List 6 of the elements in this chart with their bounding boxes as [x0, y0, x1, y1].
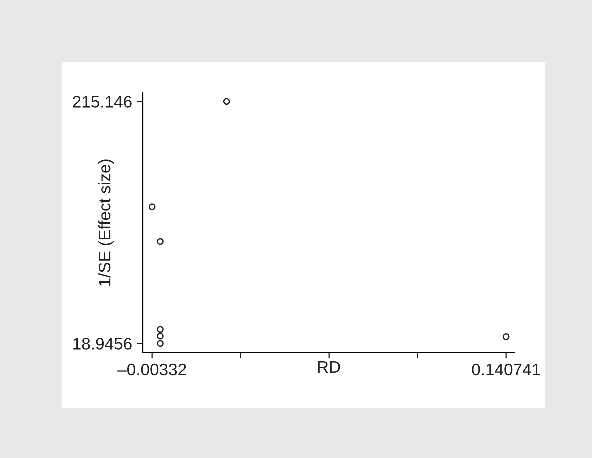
x-tick-label: 0.140741: [472, 364, 540, 376]
x-tick-label: –0.00332: [118, 364, 186, 376]
y-axis-title: 1/SE (Effect size): [98, 160, 114, 286]
y-tick-label: 215.146: [73, 96, 132, 108]
x-axis-title: RD: [318, 362, 340, 373]
y-tick-label: 18.9456: [74, 338, 132, 350]
